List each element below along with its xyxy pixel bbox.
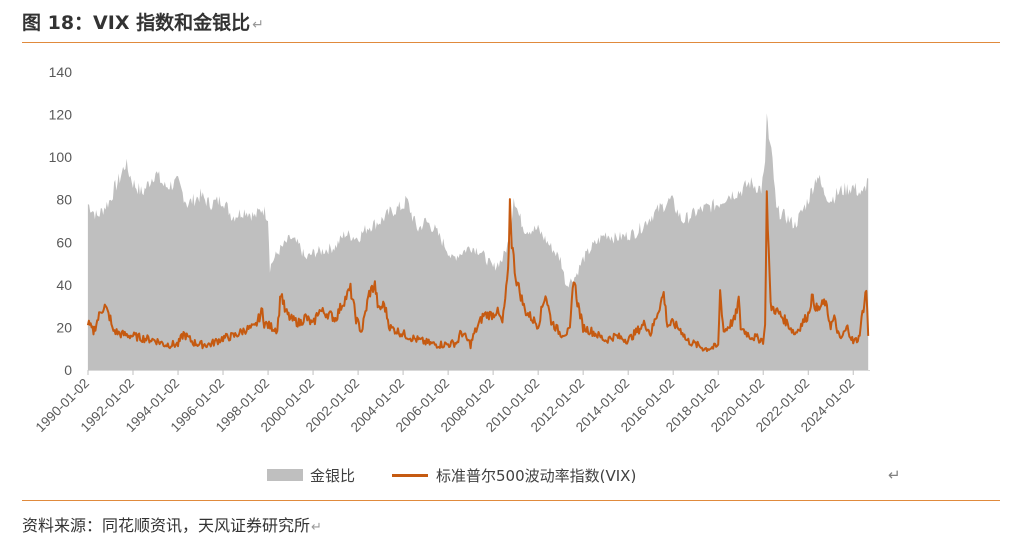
source-text: 资料来源：同花顺资讯，天风证券研究所 xyxy=(22,516,311,535)
return-mark-icon: ↵ xyxy=(888,466,901,484)
y-tick-label: 100 xyxy=(49,149,73,165)
legend-label-gold-silver: 金银比 xyxy=(310,467,356,485)
figure-title-text: 图 18：VIX 指数和金银比 xyxy=(22,12,251,34)
y-tick-label: 20 xyxy=(56,319,72,335)
vix-line xyxy=(86,190,870,353)
y-tick-label: 120 xyxy=(49,107,73,123)
y-tick-label: 40 xyxy=(56,277,72,293)
source-rule xyxy=(22,500,1000,501)
y-tick-label: 80 xyxy=(56,192,72,208)
figure-title: 图 18：VIX 指数和金银比 ↵ xyxy=(22,8,264,35)
title-rule xyxy=(22,42,1000,43)
legend-swatch-vix xyxy=(392,474,428,477)
return-mark-icon: ↵ xyxy=(252,17,264,33)
source-note: 资料来源：同花顺资讯，天风证券研究所↵ xyxy=(22,512,322,536)
return-mark-icon: ↵ xyxy=(311,520,322,535)
x-axis: 1990-01-021992-01-021994-01-021996-01-02… xyxy=(33,370,870,435)
gold-silver-ratio-area-layer xyxy=(87,113,869,370)
legend-label-vix: 标准普尔500波动率指数(VIX) xyxy=(436,467,637,485)
y-tick-label: 60 xyxy=(56,234,72,250)
y-axis: 0 20 40 60 80 100 120 140 xyxy=(49,64,73,378)
vix-line-layer xyxy=(86,190,870,353)
legend-swatch-gold-silver xyxy=(267,469,303,481)
y-tick-label: 0 xyxy=(64,362,72,378)
y-tick-label: 140 xyxy=(49,64,73,80)
gold-silver-ratio-area xyxy=(87,113,869,370)
